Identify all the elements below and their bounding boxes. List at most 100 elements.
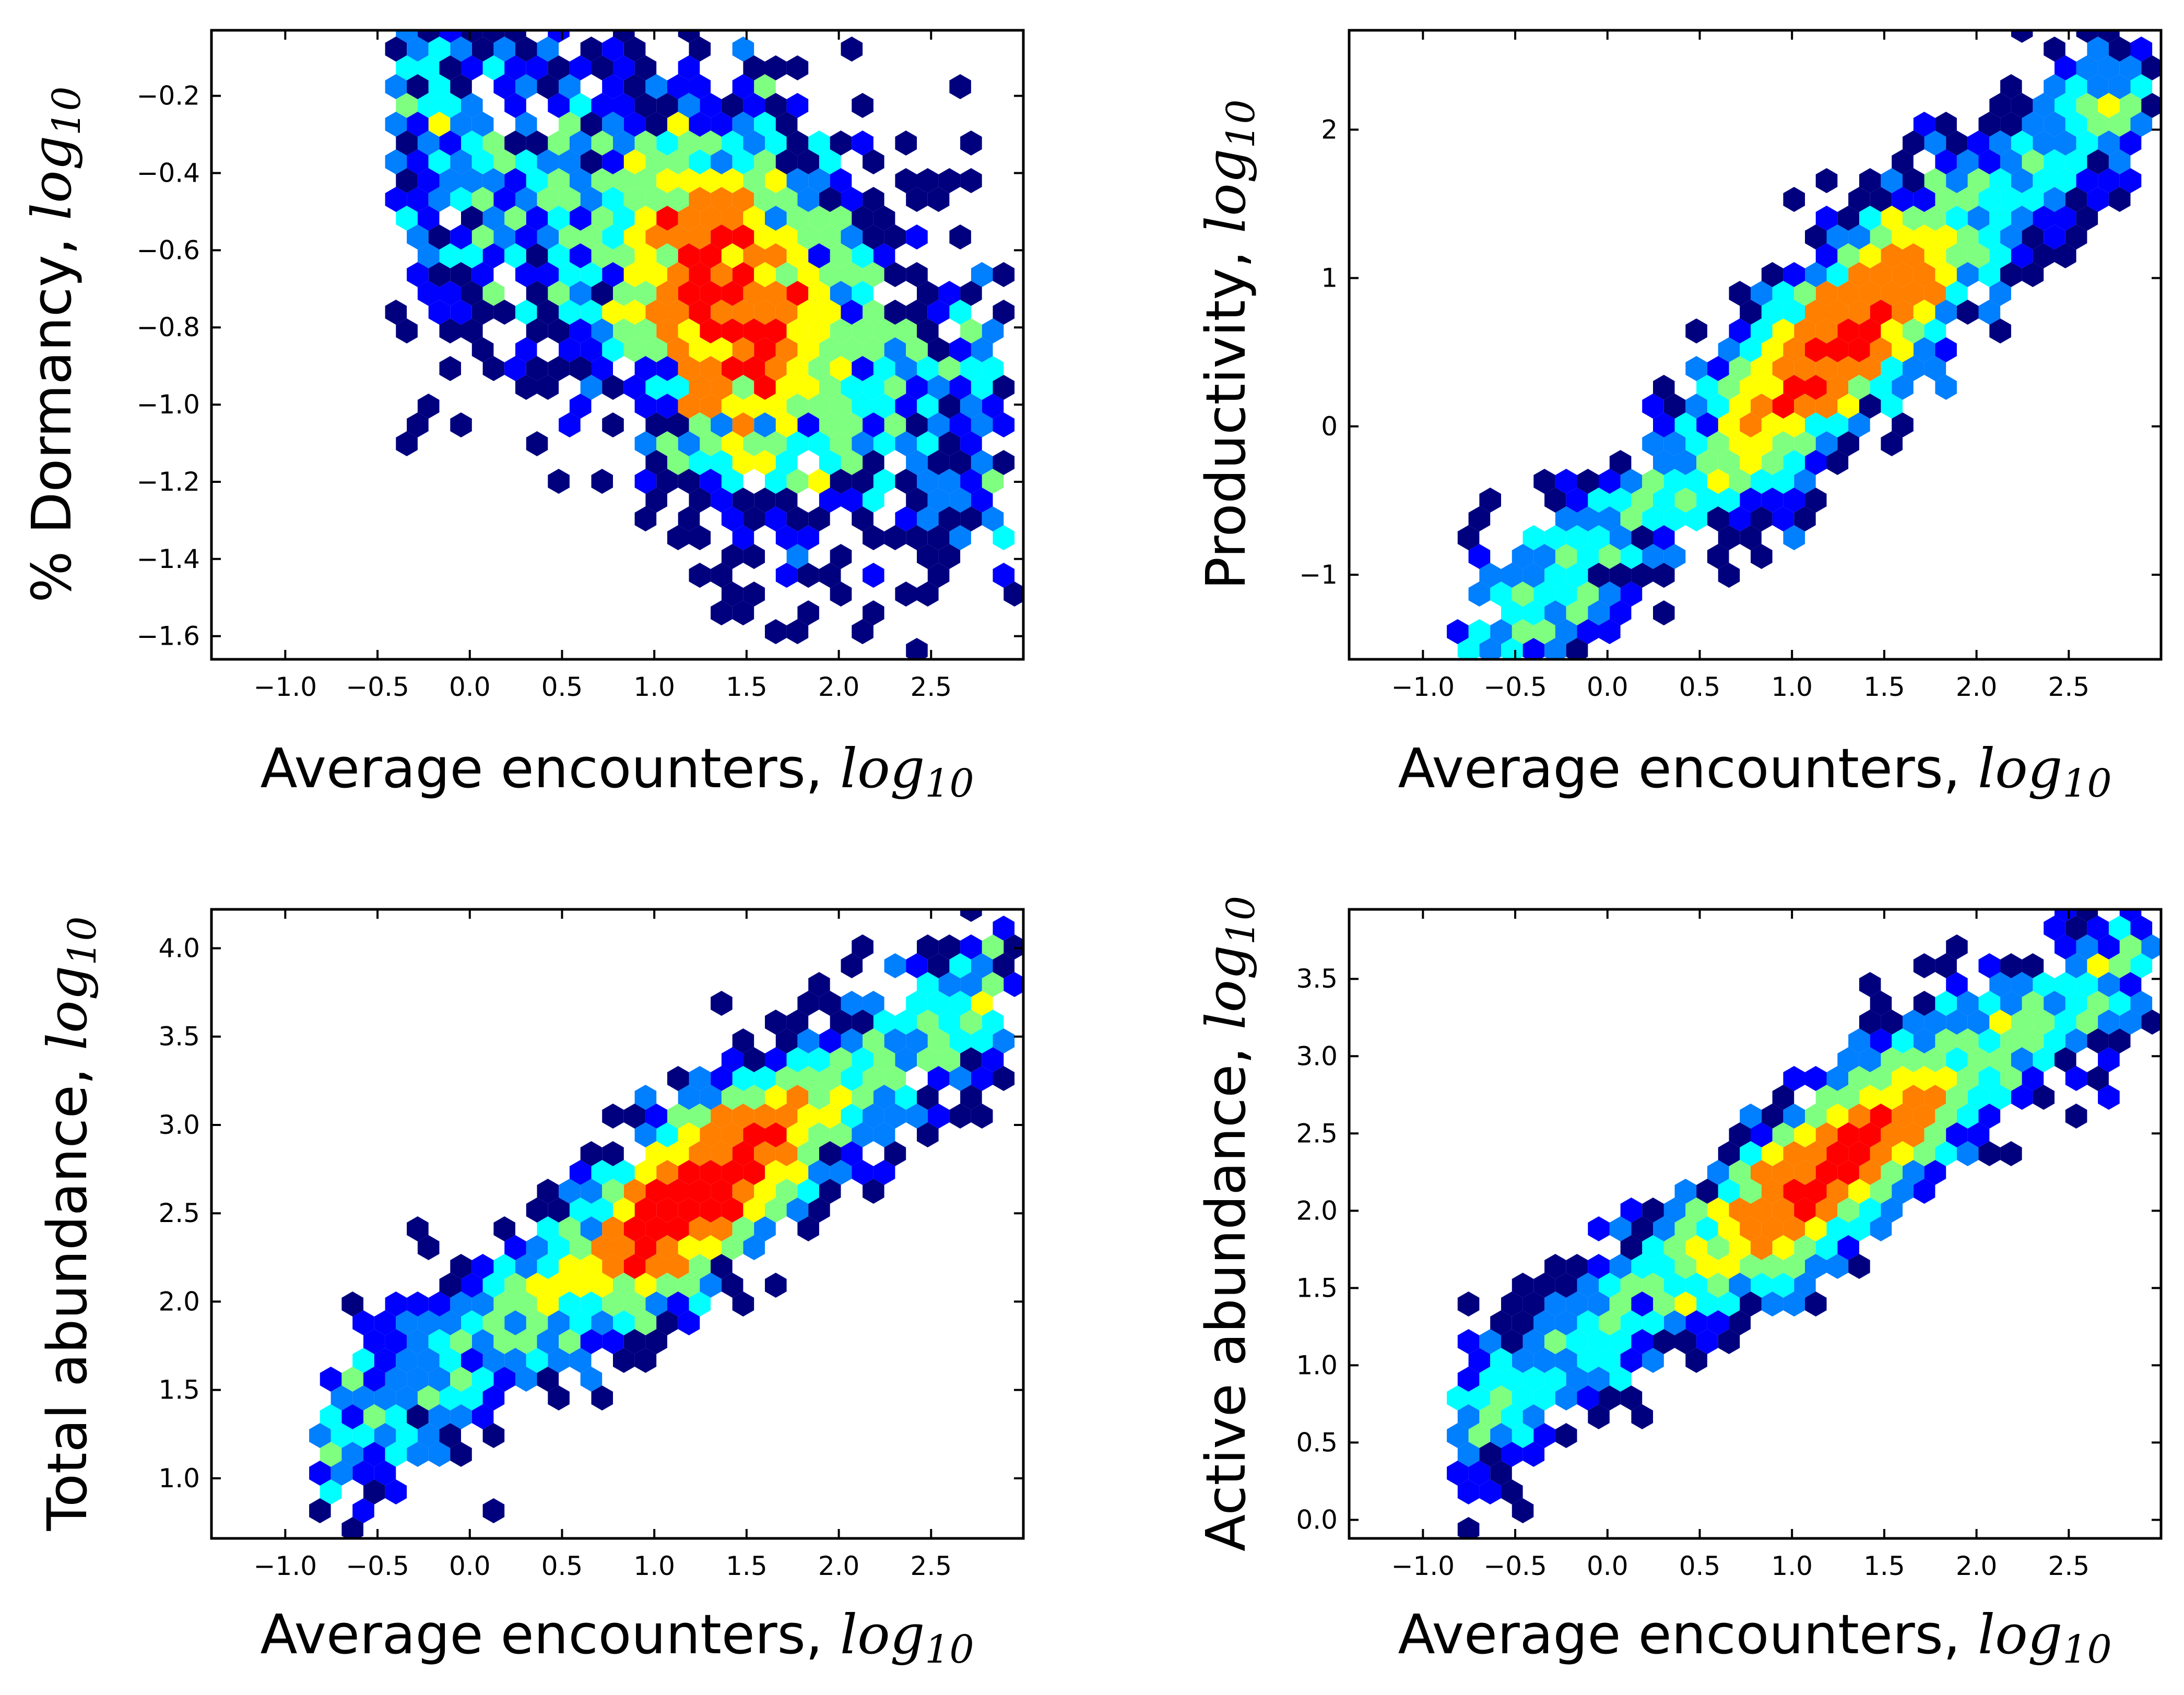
hex-cell	[1685, 506, 1707, 531]
hex-cell	[1892, 149, 1914, 174]
hex-cell	[1815, 168, 1838, 193]
hex-cell	[623, 74, 646, 99]
hex-cell	[1599, 1310, 1621, 1335]
hex-cell	[504, 55, 526, 80]
x-tick-label: 0.5	[541, 1551, 583, 1581]
hex-cell	[2098, 1047, 2120, 1072]
hex-cell	[863, 1066, 884, 1091]
y-tick-label: 4.0	[158, 933, 200, 963]
hex-cell	[797, 300, 819, 325]
hex-cell	[819, 991, 841, 1016]
hex-cell	[602, 1179, 624, 1204]
hex-cell	[906, 525, 928, 550]
hex-cell	[884, 1066, 906, 1091]
hex-cell	[1707, 1235, 1729, 1260]
hex-cell	[1837, 281, 1859, 306]
hex-cell	[482, 1385, 505, 1410]
hex-cell	[602, 37, 624, 62]
hex-cell	[711, 1104, 733, 1129]
hex-cell	[417, 93, 440, 118]
hex-cell	[2108, 187, 2131, 212]
y-tick-label: 1.5	[1296, 1273, 1338, 1303]
hex-cell	[439, 1423, 461, 1448]
hex-cell	[732, 525, 754, 550]
hex-cell	[2044, 74, 2065, 99]
hex-cell	[732, 187, 754, 212]
hex-cell	[1805, 262, 1827, 287]
hex-cell	[569, 1273, 592, 1298]
hex-cell	[2033, 1085, 2055, 1110]
hex-cell	[363, 1479, 385, 1504]
hex-cell	[863, 1104, 884, 1129]
hex-cell	[700, 1235, 722, 1260]
hex-cell	[1609, 1329, 1632, 1354]
hex-cell	[721, 318, 743, 343]
hex-cell	[2011, 972, 2033, 997]
hex-cell	[407, 1404, 429, 1429]
hex-cell	[1479, 638, 1501, 659]
hex-cell	[993, 1028, 1015, 1053]
hex-cell	[700, 1273, 722, 1298]
hex-cell	[732, 450, 754, 475]
hex-cell	[1783, 1141, 1805, 1166]
hex-cell	[374, 1461, 396, 1486]
hex-cell	[504, 168, 526, 193]
hex-cell	[1501, 1291, 1523, 1317]
hex-cell	[1815, 206, 1838, 231]
hex-cell	[461, 318, 483, 343]
hex-cell	[1685, 1310, 1707, 1335]
hex-cell	[2011, 1010, 2033, 1035]
hex-cell	[363, 1367, 385, 1392]
hex-cell	[1924, 1122, 1946, 1147]
hex-cell	[1913, 224, 1935, 250]
hex-cell	[569, 93, 592, 118]
hex-cell	[1566, 638, 1588, 659]
hex-cell	[830, 206, 852, 231]
hex-cell	[656, 1235, 678, 1260]
hex-cell	[721, 356, 743, 381]
hex-cell	[1588, 1329, 1610, 1354]
hex-cell	[982, 506, 1004, 531]
hex-cell	[1729, 1122, 1751, 1147]
hex-cell	[700, 206, 722, 231]
hex-cell	[2065, 991, 2087, 1016]
axis-ticks: −1.0 −0.5 0.0 0.5 1.0 1.5 2.0 2.51.01.52.02.53.…	[158, 909, 1023, 1581]
hex-cell	[754, 337, 776, 362]
x-tick-label: −0.5	[346, 1551, 409, 1581]
hex-cell	[830, 356, 852, 381]
hex-cell	[1577, 469, 1599, 494]
hex-cell	[917, 1047, 939, 1072]
hex-cell	[667, 375, 689, 400]
hex-cell	[1956, 262, 1979, 287]
hex-cell	[1577, 582, 1599, 607]
hex-cell	[2000, 187, 2022, 212]
hex-cell	[634, 131, 657, 156]
hex-cell	[1848, 262, 1870, 287]
hex-cell	[1674, 450, 1697, 475]
hex-cell	[1903, 1160, 1925, 1185]
hex-cell	[1555, 619, 1577, 644]
hex-cell	[396, 431, 418, 456]
hex-cell	[1783, 1104, 1805, 1129]
hex-cell	[548, 55, 570, 80]
hex-cell	[1620, 506, 1643, 531]
hex-cell	[461, 1385, 483, 1410]
hex-cell	[1512, 619, 1534, 644]
hex-cell	[1848, 1216, 1870, 1241]
hex-cell	[634, 243, 657, 268]
hex-cell	[471, 149, 494, 174]
hex-cell	[634, 356, 657, 381]
hex-cell	[1522, 525, 1545, 550]
hex-cell	[2087, 37, 2109, 62]
hex-cell	[895, 318, 917, 343]
hex-cell	[1881, 243, 1903, 268]
hex-cell	[786, 431, 809, 456]
hex-cell	[765, 506, 787, 531]
hex-cell	[2087, 187, 2109, 212]
x-axis-label: Average encounters, log10	[260, 1603, 974, 1672]
hex-cell	[1859, 1010, 1881, 1035]
hex-cell	[797, 224, 819, 250]
hex-cell	[1924, 131, 1946, 156]
hex-cell	[1978, 991, 2001, 1016]
hex-cell	[2033, 131, 2055, 156]
